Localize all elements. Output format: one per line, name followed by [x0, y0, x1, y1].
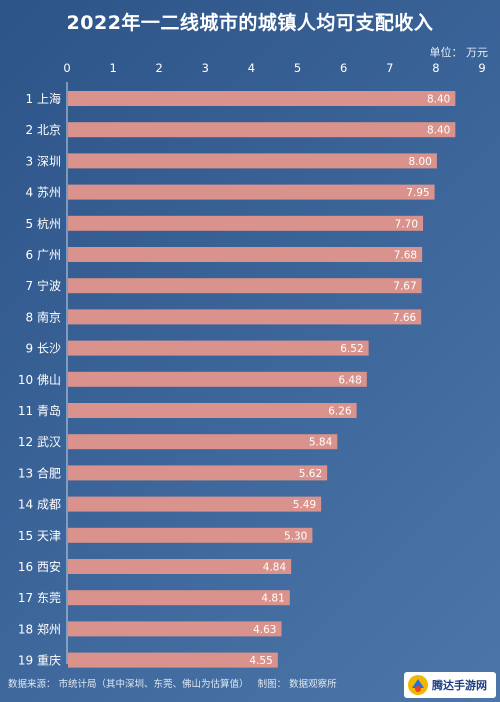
watermark-text: 腾达手游网 [432, 680, 487, 692]
bar [68, 527, 313, 543]
category-label: 14 成都 [18, 498, 61, 512]
x-tick-label: 3 [202, 61, 209, 75]
bar [68, 91, 456, 106]
category-label: 11 青岛 [18, 403, 61, 418]
x-tick-label: 4 [248, 61, 255, 75]
category-label: 9 长沙 [26, 342, 61, 356]
data-label: 4.55 [249, 655, 272, 667]
category-label: 15 天津 [18, 529, 61, 543]
data-label: 6.52 [340, 343, 363, 355]
data-label: 6.48 [338, 374, 361, 386]
bar [68, 403, 357, 418]
data-label: 5.84 [309, 437, 333, 449]
watermark: 腾达手游网 [404, 672, 496, 698]
category-label: 6 广州 [26, 248, 61, 262]
bar [68, 496, 322, 512]
bar [68, 465, 328, 481]
bar [68, 184, 435, 200]
category-label: 3 深圳 [26, 154, 61, 168]
x-tick-label: 9 [478, 61, 485, 75]
data-label: 7.70 [395, 218, 418, 230]
x-tick-label: 6 [340, 61, 347, 75]
watermark-logo-icon [408, 675, 428, 695]
x-tick-label: 8 [432, 61, 439, 75]
bar [68, 340, 369, 356]
category-label: 5 杭州 [26, 216, 61, 231]
category-label: 12 武汉 [18, 435, 61, 449]
category-label: 17 东莞 [18, 591, 61, 605]
bar [68, 247, 423, 262]
unit-label: 单位： 万元 [429, 46, 489, 59]
data-label: 5.30 [284, 530, 307, 542]
category-label: 18 郑州 [18, 621, 61, 636]
data-label: 4.81 [261, 593, 284, 605]
x-tick-label: 0 [63, 61, 70, 75]
data-label: 8.40 [427, 125, 450, 137]
data-label: 5.49 [293, 499, 316, 511]
bar [68, 621, 282, 637]
category-label: 8 南京 [26, 309, 61, 324]
x-tick-label: 1 [109, 61, 116, 75]
data-label: 6.26 [328, 406, 352, 418]
bar [68, 153, 437, 169]
category-label: 10 佛山 [18, 373, 61, 387]
chart-title: 2022年一二线城市的城镇人均可支配收入 [66, 12, 434, 34]
x-tick-label: 2 [156, 61, 163, 75]
category-label: 4 苏州 [26, 186, 61, 200]
source-note: 数据来源： 市统计局（其中深圳、东莞、佛山为估算值） [8, 679, 249, 690]
category-label: 16 西安 [18, 559, 61, 574]
category-label: 13 合肥 [18, 465, 61, 480]
category-label: 1 上海 [26, 91, 61, 106]
data-label: 8.40 [427, 94, 450, 106]
data-label: 7.95 [406, 187, 429, 199]
data-label: 7.67 [393, 281, 416, 293]
bar [68, 590, 290, 606]
data-label: 5.62 [299, 468, 322, 480]
bar [68, 559, 292, 574]
bar [68, 652, 278, 668]
data-label: 4.84 [263, 562, 287, 574]
data-label: 7.66 [393, 312, 417, 324]
bar [68, 371, 367, 387]
x-tick-label: 7 [386, 61, 393, 75]
data-label: 7.68 [394, 250, 417, 262]
category-label: 19 重庆 [18, 654, 61, 668]
bar [68, 215, 424, 231]
data-label: 4.63 [253, 624, 276, 636]
footer: 数据来源： 市统计局（其中深圳、东莞、佛山为估算值） 制图： 数据观察所 [8, 676, 343, 690]
bar [68, 278, 422, 294]
credit-note: 制图： 数据观察所 [257, 679, 337, 690]
category-label: 2 北京 [26, 123, 61, 137]
x-tick-label: 5 [294, 61, 301, 75]
bar [68, 434, 338, 450]
data-label: 8.00 [408, 156, 431, 168]
bar [68, 309, 422, 325]
bar [68, 122, 456, 138]
category-label: 7 宁波 [26, 278, 61, 293]
